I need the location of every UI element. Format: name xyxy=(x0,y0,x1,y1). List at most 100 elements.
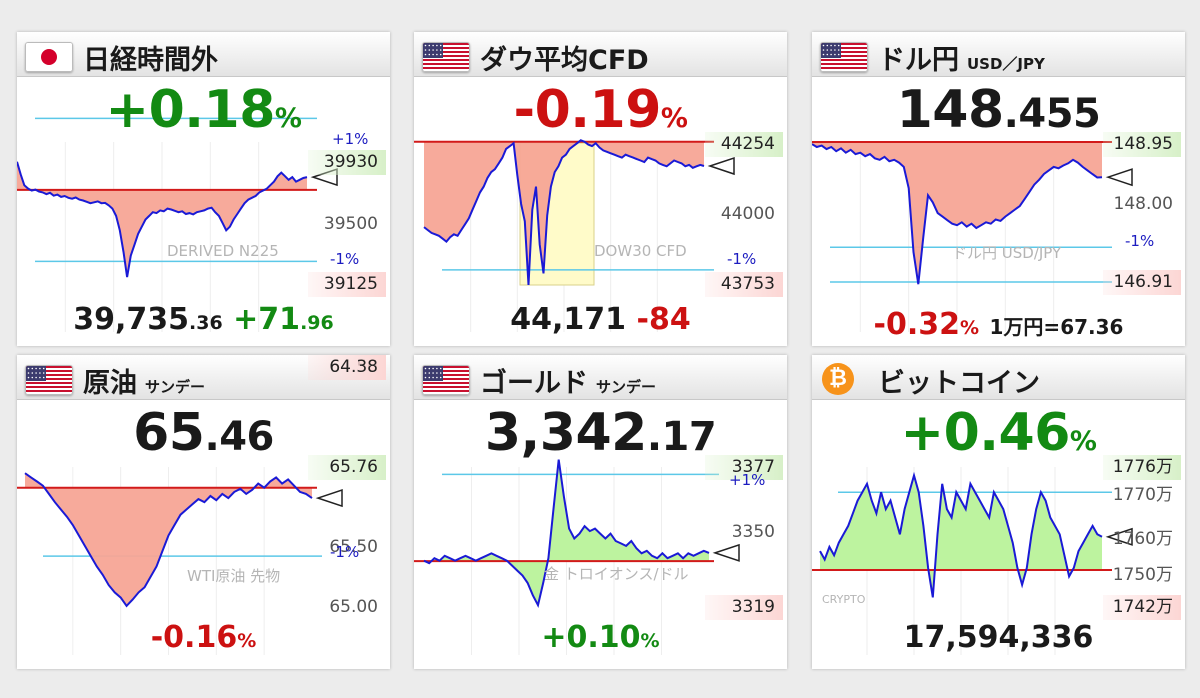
plus-one-percent-label: +1% xyxy=(729,471,766,489)
bottom-primary: 17,594,336 xyxy=(903,620,1094,655)
price-line xyxy=(17,161,308,278)
price-tag: 1742万 xyxy=(1103,595,1181,620)
bottom-primary-decimal: .36 xyxy=(189,312,223,334)
chart-watermark: CRYPTO xyxy=(822,593,866,606)
chart-watermark: DOW30 CFD xyxy=(594,242,687,260)
usa-flag-icon xyxy=(422,365,470,395)
market-card-bitcoin[interactable]: ₿ ビットコイン +0.46% 1776万 1770万 1760万 1750万 1742万 CR… xyxy=(812,355,1185,669)
big-value-decimal: .455 xyxy=(1003,91,1101,137)
price-line xyxy=(812,143,1103,285)
price-tag: 65.00 xyxy=(329,597,378,617)
price-tag: 1760万 xyxy=(1112,529,1173,549)
usa-flag-icon xyxy=(25,365,73,395)
chart-watermark: DERIVED N225 xyxy=(167,242,279,260)
chart-watermark: WTI原油 先物 xyxy=(187,567,281,585)
card-header: ₿ ビットコイン xyxy=(812,355,1185,400)
big-value-decimal: % xyxy=(274,103,302,134)
price-tag: 39125 xyxy=(308,272,386,297)
current-price-arrow-icon xyxy=(707,156,735,176)
price-tag: 44254 xyxy=(705,132,783,157)
price-line xyxy=(24,472,313,608)
price-tag: 43753 xyxy=(705,272,783,297)
chart-area-fill xyxy=(812,142,1102,285)
minus-one-percent-label: -1% xyxy=(330,250,360,268)
big-value: +0.18% xyxy=(17,80,390,140)
bottom-primary-decimal: % xyxy=(237,630,257,652)
big-value: 148.455 xyxy=(812,80,1185,140)
price-tag: 44000 xyxy=(720,204,775,224)
card-title: ダウ平均CFD xyxy=(480,38,649,77)
price-line xyxy=(423,139,705,286)
market-card-usdjpy[interactable]: ドル円 USD／JPY 148.455 148.95 148.00 146.91 -1% ドル… xyxy=(812,32,1185,346)
bottom-spacer xyxy=(979,307,989,342)
price-tag: 3377 xyxy=(705,455,783,480)
minus-one-percent-label: -1% xyxy=(330,543,360,561)
minus-one-percent-label: -1% xyxy=(1125,232,1155,250)
price-tag: 64.38 xyxy=(308,355,386,380)
chart-area-fill xyxy=(424,459,709,606)
big-value-main: -0.19 xyxy=(513,80,662,140)
price-chart xyxy=(414,459,740,655)
big-value-decimal: % xyxy=(660,103,688,134)
big-value-decimal: .46 xyxy=(204,414,275,460)
price-tag: 146.91 xyxy=(1103,270,1181,295)
card-title-text: ドル円 xyxy=(878,45,959,76)
current-price-arrow-icon xyxy=(712,543,740,562)
big-value-decimal: % xyxy=(1069,426,1097,457)
price-chart xyxy=(17,467,343,655)
chart-area-fill xyxy=(25,473,312,606)
price-tag: 1750万 xyxy=(1112,565,1173,585)
card-header: ドル円 USD／JPY xyxy=(812,32,1185,77)
japan-flag-icon xyxy=(25,42,73,72)
usa-flag-icon xyxy=(422,42,470,72)
market-card-dow[interactable]: ダウ平均CFD -0.19% 44254 44000 43753 -1% DOW30 CFD… xyxy=(414,32,787,346)
price-tag: 148.95 xyxy=(1103,132,1181,157)
price-tag: 39500 xyxy=(323,214,378,234)
price-tag: 39930 xyxy=(308,150,386,175)
card-title-text: 原油 xyxy=(83,368,137,399)
price-tag: 148.00 xyxy=(1113,194,1173,214)
card-title: ゴールド サンデー xyxy=(480,361,656,400)
price-tag: 65.76 xyxy=(308,455,386,480)
market-card-gold[interactable]: ゴールド サンデー 3,342.17 3377 3350 3319 +1% 金 トロイオンス/… xyxy=(414,355,787,669)
card-subtitle: サンデー xyxy=(596,378,657,396)
bottom-values: +0.10% xyxy=(414,620,787,655)
card-title: 日経時間外 xyxy=(83,38,218,77)
card-header: ダウ平均CFD xyxy=(414,32,787,77)
big-value: 65.46 xyxy=(17,403,390,463)
bottom-spacer xyxy=(223,302,233,337)
bottom-values: 39,735.36 +71.96 xyxy=(17,302,390,337)
bottom-primary: 44,171 xyxy=(510,302,627,337)
bottom-primary: +0.10 xyxy=(541,620,641,655)
big-value: 3,342.17 xyxy=(414,403,787,463)
minus-one-percent-label: -1% xyxy=(727,250,757,268)
card-title-text: ゴールド xyxy=(480,368,588,399)
card-title-text: ダウ平均CFD xyxy=(480,45,649,76)
current-price-arrow-icon xyxy=(1105,527,1133,546)
usa-flag-icon xyxy=(820,42,868,72)
current-price-arrow-icon xyxy=(1105,168,1133,187)
market-card-oil[interactable]: 原油サンデー65.4665.7665.5065.0064.5064.38-1%W… xyxy=(17,355,390,669)
current-price-arrow-icon xyxy=(315,489,343,508)
bitcoin-icon: ₿ xyxy=(822,363,854,395)
chart-watermark: ドル円 USD/JPY xyxy=(952,244,1062,262)
price-line xyxy=(819,471,1103,598)
bottom-primary-decimal: % xyxy=(640,630,660,652)
big-value: +0.46% xyxy=(812,403,1185,463)
big-value-main: +0.18 xyxy=(105,80,276,140)
card-subtitle: USD／JPY xyxy=(967,55,1045,73)
bottom-primary: -0.16 xyxy=(150,620,238,655)
bottom-values: 17,594,336 xyxy=(812,620,1185,655)
card-header: ゴールド サンデー xyxy=(414,355,787,400)
big-value-main: 65 xyxy=(133,403,205,463)
chart-area-fill xyxy=(424,140,704,285)
price-tag: 65.50 xyxy=(329,537,378,557)
price-tag: 1776万 xyxy=(1103,455,1181,480)
bottom-secondary: -84 xyxy=(636,302,691,337)
bottom-secondary: 1万円=67.36 xyxy=(989,315,1124,339)
bottom-secondary: +71 xyxy=(233,302,301,337)
bottom-primary: -0.32 xyxy=(873,307,961,342)
price-chart xyxy=(414,139,735,332)
bottom-values: 44,171 -84 xyxy=(414,302,787,337)
market-card-nikkei[interactable]: 日経時間外 +0.18% 39930 39500 39125 +1% -1% DERIVED … xyxy=(17,32,390,346)
